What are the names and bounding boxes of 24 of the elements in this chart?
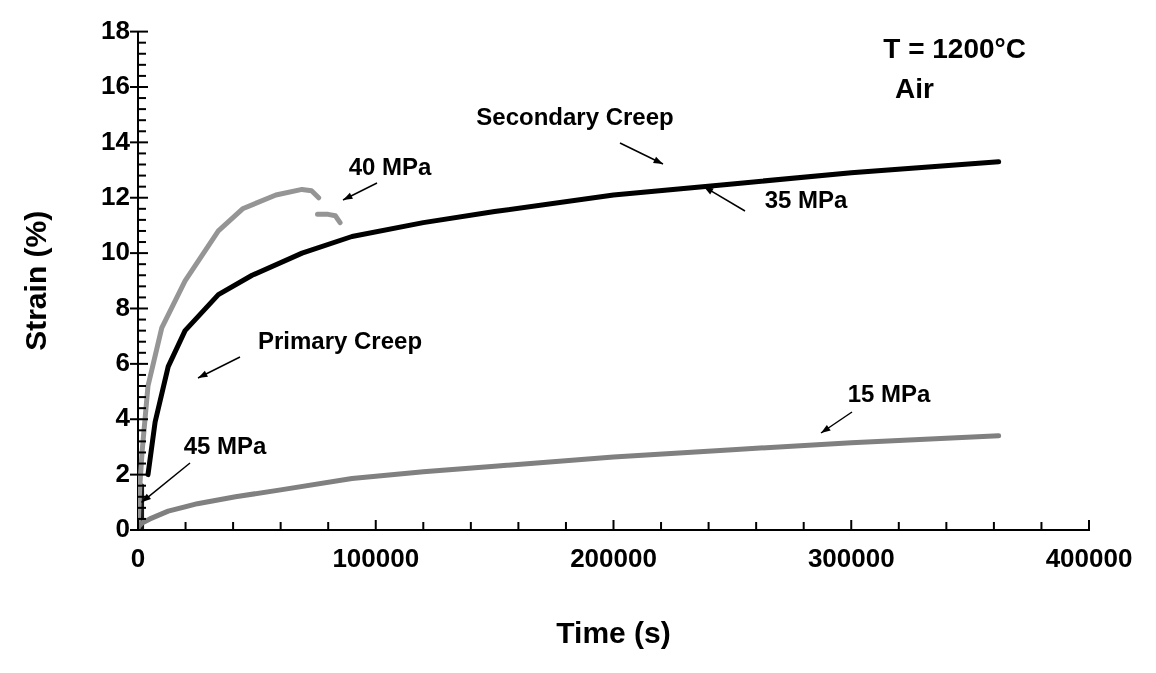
annotation: T = 1200°C — [883, 32, 1026, 64]
annotation: 45 MPa — [183, 431, 267, 459]
y-axis-title: Strain (%) — [19, 210, 53, 351]
y-tick-label: 2 — [115, 457, 130, 488]
annotation: Primary Creep — [257, 326, 423, 354]
y-tick-label: 8 — [115, 291, 130, 322]
annotation: 15 MPa — [847, 379, 931, 407]
annotation: 40 MPa — [348, 152, 432, 180]
y-tick-label: 12 — [101, 180, 130, 211]
y-tick-label: 0 — [115, 513, 130, 544]
annotation: Secondary Creep — [476, 102, 674, 130]
y-tick-label: 18 — [101, 14, 130, 45]
annotation: Air — [895, 72, 934, 104]
x-tick-label: 200000 — [570, 542, 657, 573]
y-tick-label: 4 — [115, 402, 131, 433]
x-tick-label: 100000 — [332, 542, 420, 573]
x-tick-label: 400000 — [1045, 542, 1133, 573]
annotation: 35 MPa — [764, 185, 848, 213]
y-tick-label: 6 — [115, 347, 130, 378]
y-tick-label: 16 — [101, 70, 130, 101]
x-tick-label: 300000 — [807, 542, 895, 573]
y-tick-label: 10 — [101, 236, 130, 267]
y-tick-label: 14 — [101, 125, 131, 156]
x-axis-title: Time (s) — [556, 616, 671, 650]
